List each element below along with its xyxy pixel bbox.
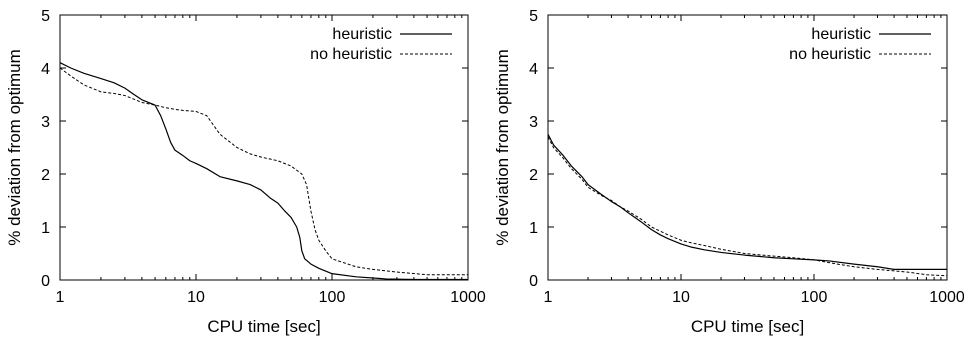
series-line-no-heuristic: [59, 67, 468, 276]
legend-label: no heuristic: [789, 46, 871, 63]
y-tick-label: 4: [41, 61, 50, 78]
y-axis-label: % deviation from optimum: [493, 49, 512, 246]
x-axis-label: CPU time [sec]: [207, 317, 320, 336]
legend-label: heuristic: [332, 26, 392, 43]
x-tick-label: 1: [56, 289, 65, 306]
series-line-heuristic: [547, 133, 947, 270]
legend-label: no heuristic: [310, 46, 392, 63]
y-tick-label: 1: [41, 220, 50, 237]
x-tick-label: 10: [672, 289, 690, 306]
y-tick-label: 3: [529, 114, 538, 131]
x-tick-label: 1: [544, 289, 553, 306]
plot-frame: [547, 14, 948, 281]
x-tick-label: 1000: [450, 289, 486, 306]
y-tick-label: 3: [41, 114, 50, 131]
series-line-no-heuristic: [547, 136, 948, 277]
y-tick-label: 0: [41, 273, 50, 290]
y-tick-label: 2: [41, 167, 50, 184]
y-tick-label: 2: [529, 167, 538, 184]
y-tick-label: 0: [529, 273, 538, 290]
series-line-heuristic: [59, 62, 468, 281]
y-tick-label: 5: [529, 8, 538, 25]
plot-frame: [59, 14, 469, 281]
x-tick-label: 100: [801, 289, 828, 306]
y-tick-label: 1: [529, 220, 538, 237]
y-tick-label: 5: [41, 8, 50, 25]
y-tick-label: 4: [529, 61, 538, 78]
y-axis-label: % deviation from optimum: [5, 49, 24, 246]
x-tick-label: 100: [319, 289, 346, 306]
x-axis-label: CPU time [sec]: [691, 317, 804, 336]
legend-label: heuristic: [811, 26, 871, 43]
x-tick-label: 1000: [929, 289, 964, 306]
x-tick-label: 10: [187, 289, 205, 306]
